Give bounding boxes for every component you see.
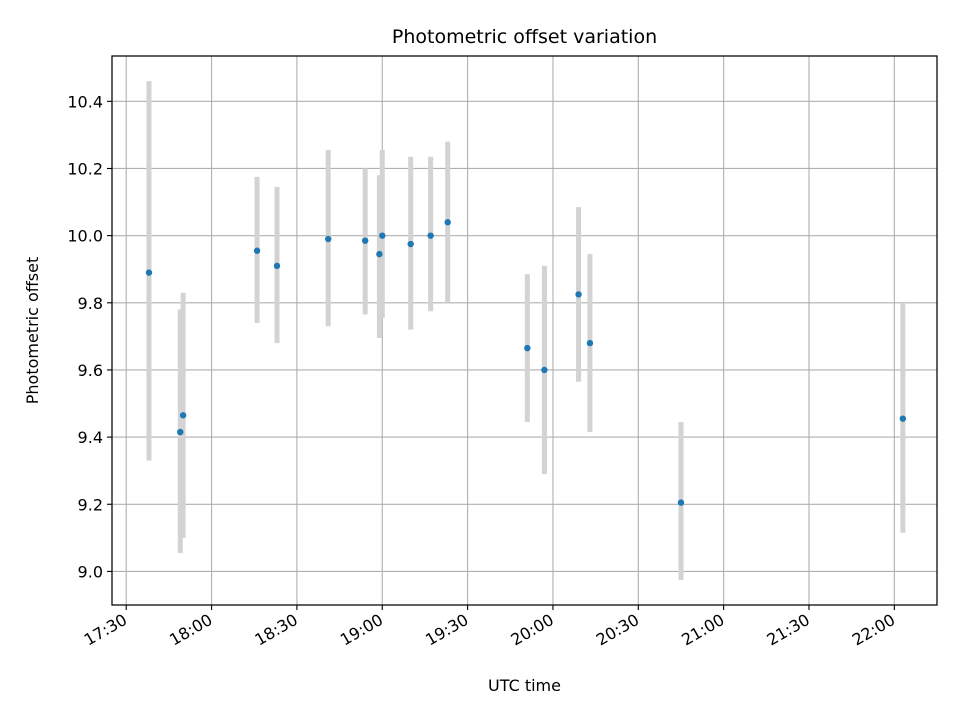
data-point (376, 250, 383, 258)
data-point (253, 247, 261, 254)
data-point (179, 412, 187, 419)
y-tick-label: 10.0 (67, 227, 103, 246)
data-point (325, 235, 332, 243)
data-point (273, 262, 281, 270)
data-point (427, 232, 434, 239)
data-point (524, 344, 531, 352)
data-point (899, 415, 907, 422)
data-point (145, 269, 153, 276)
y-tick-label: 9.6 (78, 361, 103, 380)
data-points (145, 219, 907, 506)
data-point (407, 240, 414, 248)
y-tick-label: 9.4 (78, 428, 103, 447)
y-tick-label: 10.2 (67, 159, 103, 178)
grid (112, 56, 937, 605)
data-point (361, 237, 369, 244)
data-point (177, 428, 184, 436)
data-point (575, 291, 582, 298)
data-point (541, 366, 548, 374)
data-point (379, 232, 386, 239)
y-tick-label: 9.0 (78, 562, 103, 581)
y-tick-label: 9.2 (78, 495, 103, 514)
y-axis-label: Photometric offset (23, 257, 42, 405)
data-point (586, 339, 594, 347)
data-point (677, 499, 685, 506)
y-ticks: 9.0 9.2 9.4 9.6 9.8 10.0 10.2 10.4 (67, 92, 112, 581)
x-axis-label: UTC time (488, 676, 561, 695)
y-tick-label: 9.8 (78, 294, 103, 313)
plot-frame (111, 55, 938, 606)
y-tick-label: 10.4 (67, 92, 103, 111)
data-point (444, 219, 451, 226)
chart-title: Photometric offset variation (392, 26, 657, 48)
